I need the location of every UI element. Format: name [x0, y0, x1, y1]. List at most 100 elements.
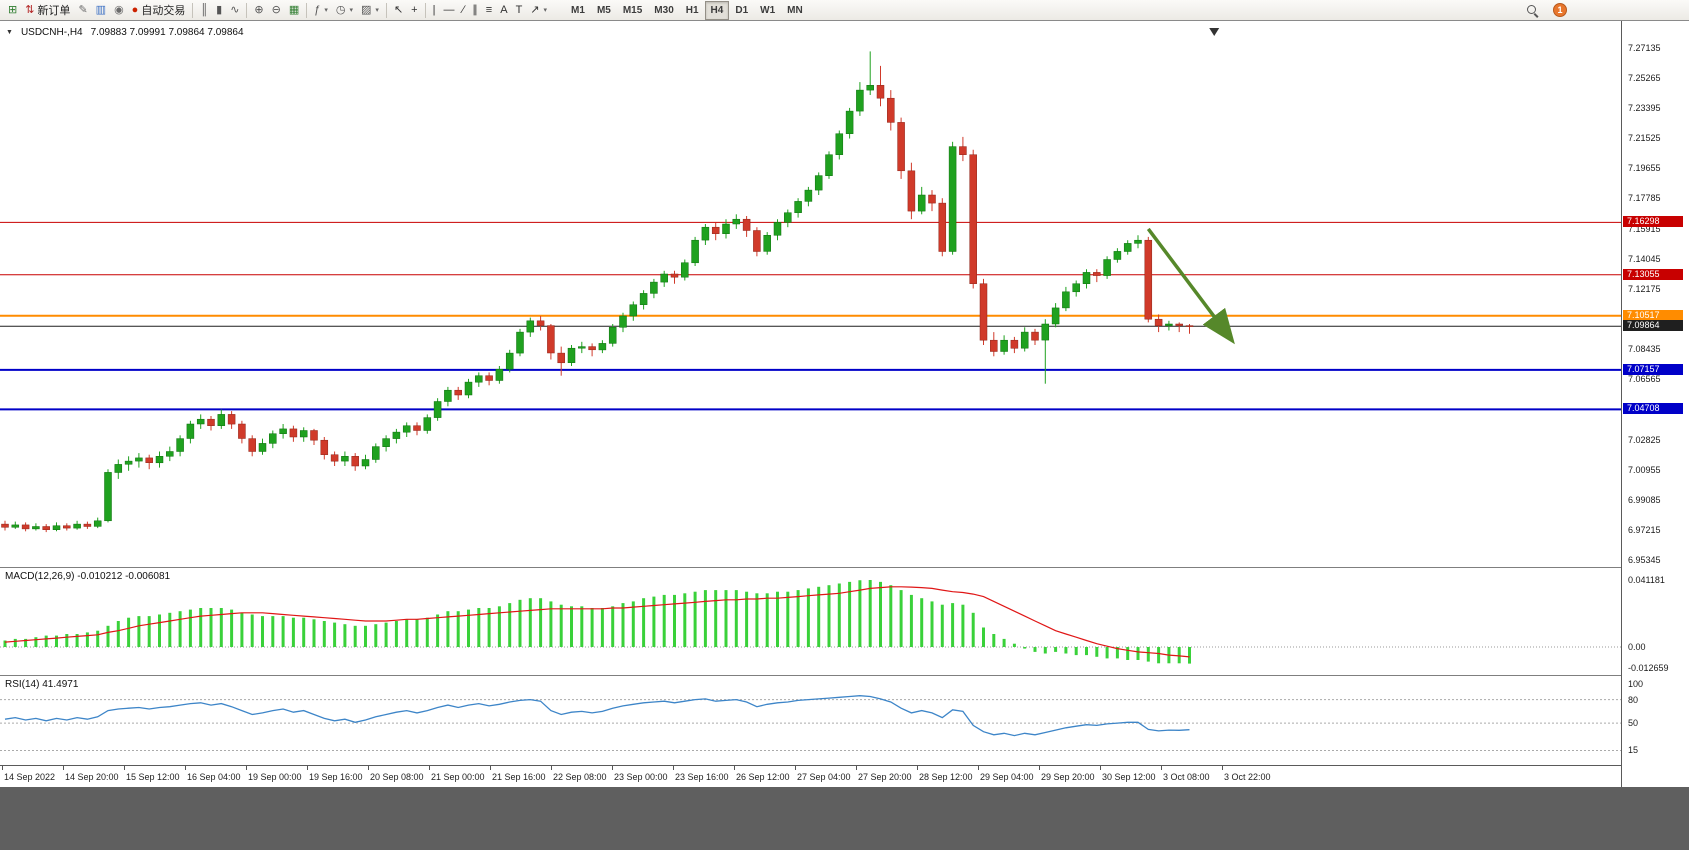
time-label: 14 Sep 2022 [4, 772, 56, 782]
price-badge: 7.13055 [1623, 269, 1683, 280]
line-chart-button[interactable]: ∿ [226, 1, 243, 20]
new-chart-button[interactable]: ⊞ [4, 1, 21, 20]
chart-shift-marker[interactable] [1209, 28, 1220, 36]
time-tick [368, 766, 369, 770]
timeframe-m15[interactable]: M15 [617, 1, 648, 20]
time-label: 19 Sep 00:00 [248, 772, 302, 782]
rsi-line [4, 695, 1190, 737]
notification-badge[interactable]: 1 [1553, 3, 1567, 17]
time-tick [978, 766, 979, 770]
market-watch-button[interactable]: ▥ [92, 1, 110, 20]
timeframe-w1[interactable]: W1 [754, 1, 781, 20]
search-icon [1526, 4, 1539, 17]
toolbar-main-group: ⊞ ⇅ 新订单 ✎ ▥ ◉ ● 自动交易 ║ ▮ ∿ ⊕ ⊖ ▦ ƒ ▾ ◷ ▾ ▨ ▾ ↖ + | — ∕ ∥ ≡ A T ↗ ▾ [4, 1, 551, 20]
rsi-label: RSI(14) 41.4971 [5, 679, 79, 690]
market-watch-icon: ▥ [95, 3, 107, 16]
time-label: 22 Sep 08:00 [553, 772, 607, 782]
chart-wizard-icon: ✎ [78, 3, 88, 16]
fibonacci-button[interactable]: ≡ [482, 1, 496, 20]
new-order-button-label: 新订单 [37, 5, 71, 17]
price-tick-label: 6.99085 [1628, 495, 1661, 505]
arrows-button[interactable]: ↗ ▾ [526, 1, 551, 20]
price-badge: 7.09864 [1623, 320, 1683, 331]
timeframe-toolbar: M1 M5 M15 M30 H1 H4 D1 W1 MN [565, 0, 809, 20]
periods-icon: ◷ [335, 3, 346, 16]
cursor-icon: ↖ [393, 3, 404, 16]
panel-splitter[interactable] [0, 675, 1621, 676]
toolbar-separator [306, 2, 308, 18]
time-tick [551, 766, 552, 770]
crosshair-icon: + [411, 3, 418, 16]
time-label: 29 Sep 04:00 [980, 772, 1034, 782]
autotrading-button[interactable]: ● 自动交易 [128, 1, 190, 20]
dropdown-arrow-icon: ▾ [324, 7, 328, 14]
time-label: 15 Sep 12:00 [126, 772, 180, 782]
templates-button[interactable]: ▨ ▾ [357, 1, 383, 20]
time-label: 23 Sep 16:00 [675, 772, 729, 782]
timeframe-m30[interactable]: M30 [648, 1, 679, 20]
vertical-line-button[interactable]: | [429, 1, 440, 20]
trendline-button[interactable]: ∕ [458, 1, 468, 20]
macd-axis-label: 0.00 [1628, 642, 1646, 652]
timeframe-mn[interactable]: MN [781, 1, 809, 20]
toolbar-separator [192, 2, 194, 18]
zoom-in-icon: ⊕ [254, 3, 264, 16]
price-tick-label: 7.14045 [1628, 254, 1661, 264]
time-label: 29 Sep 20:00 [1041, 772, 1095, 782]
periods-button[interactable]: ◷ ▾ [332, 1, 357, 20]
macd-label: MACD(12,26,9) -0.010212 -0.006081 [5, 571, 171, 582]
time-label: 28 Sep 12:00 [919, 772, 973, 782]
new-order-icon: ⇅ [25, 3, 35, 16]
candlestick-chart-button[interactable]: ▮ [212, 1, 226, 20]
time-axis[interactable]: 14 Sep 2022 14 Sep 20:00 15 Sep 12:00 16 Se… [0, 765, 1621, 787]
line-chart-icon: ∿ [230, 3, 240, 16]
price-badge: 7.10517 [1623, 310, 1683, 321]
toolbar: ⊞ ⇅ 新订单 ✎ ▥ ◉ ● 自动交易 ║ ▮ ∿ ⊕ ⊖ ▦ ƒ ▾ ◷ ▾ ▨ ▾ ↖ + | — ∕ ∥ ≡ A T ↗ ▾ M1 M… [0, 0, 1689, 21]
macd-chart[interactable] [0, 569, 1621, 674]
timeframe-h4[interactable]: H4 [704, 0, 730, 20]
time-tick [612, 766, 613, 770]
timeframe-d1[interactable]: D1 [729, 1, 754, 20]
horizontal-line-button[interactable]: — [439, 1, 458, 20]
panel-splitter[interactable] [0, 567, 1621, 568]
data-window-button[interactable]: ◉ [110, 1, 128, 20]
price-axis[interactable]: 7.27135 7.25265 7.23395 7.21525 7.19655 7.177… [1621, 21, 1689, 787]
price-chart[interactable] [0, 24, 1621, 566]
equidistant-channel-button[interactable]: ∥ [468, 1, 482, 20]
horizontal-lines[interactable] [0, 221, 1621, 411]
candlesticks[interactable] [1, 51, 1194, 533]
new-order-button[interactable]: ⇅ 新订单 [21, 1, 74, 20]
time-tick [673, 766, 674, 770]
rsi-axis-label: 80 [1628, 695, 1639, 705]
rsi-chart[interactable] [0, 677, 1621, 764]
timeframe-h1[interactable]: H1 [680, 1, 705, 20]
timeframe-m1[interactable]: M1 [565, 1, 591, 20]
timeframe-m5[interactable]: M5 [591, 1, 617, 20]
indicators-button[interactable]: ƒ ▾ [310, 1, 332, 20]
vertical-line-icon: | [432, 3, 436, 16]
crosshair-button[interactable]: + [407, 1, 421, 20]
trend-arrow-annotation[interactable] [1146, 227, 1235, 345]
time-label: 30 Sep 12:00 [1102, 772, 1156, 782]
time-tick [2, 766, 3, 770]
desktop-background [0, 787, 1689, 850]
time-tick [1161, 766, 1162, 770]
arrows-icon: ↗ [530, 3, 540, 16]
price-tick-label: 7.21525 [1628, 133, 1661, 143]
text-button[interactable]: A [496, 1, 511, 20]
chart-collapse-icon[interactable]: ▼ [6, 29, 13, 36]
price-badge: 7.16298 [1623, 216, 1683, 227]
fibonacci-icon: ≡ [485, 3, 493, 16]
dropdown-arrow-icon: ▾ [349, 7, 354, 14]
toolbar-separator [246, 2, 248, 18]
text-label-button[interactable]: T [512, 1, 527, 20]
zoom-out-icon: ⊖ [271, 3, 281, 16]
search-button[interactable] [1522, 1, 1543, 20]
chart-wizard-button[interactable]: ✎ [74, 1, 91, 20]
zoom-out-button[interactable]: ⊖ [268, 1, 285, 20]
tile-windows-button[interactable]: ▦ [285, 1, 303, 20]
cursor-button[interactable]: ↖ [390, 1, 407, 20]
bar-chart-button[interactable]: ║ [196, 1, 212, 20]
time-tick [246, 766, 247, 770]
zoom-in-button[interactable]: ⊕ [250, 1, 267, 20]
